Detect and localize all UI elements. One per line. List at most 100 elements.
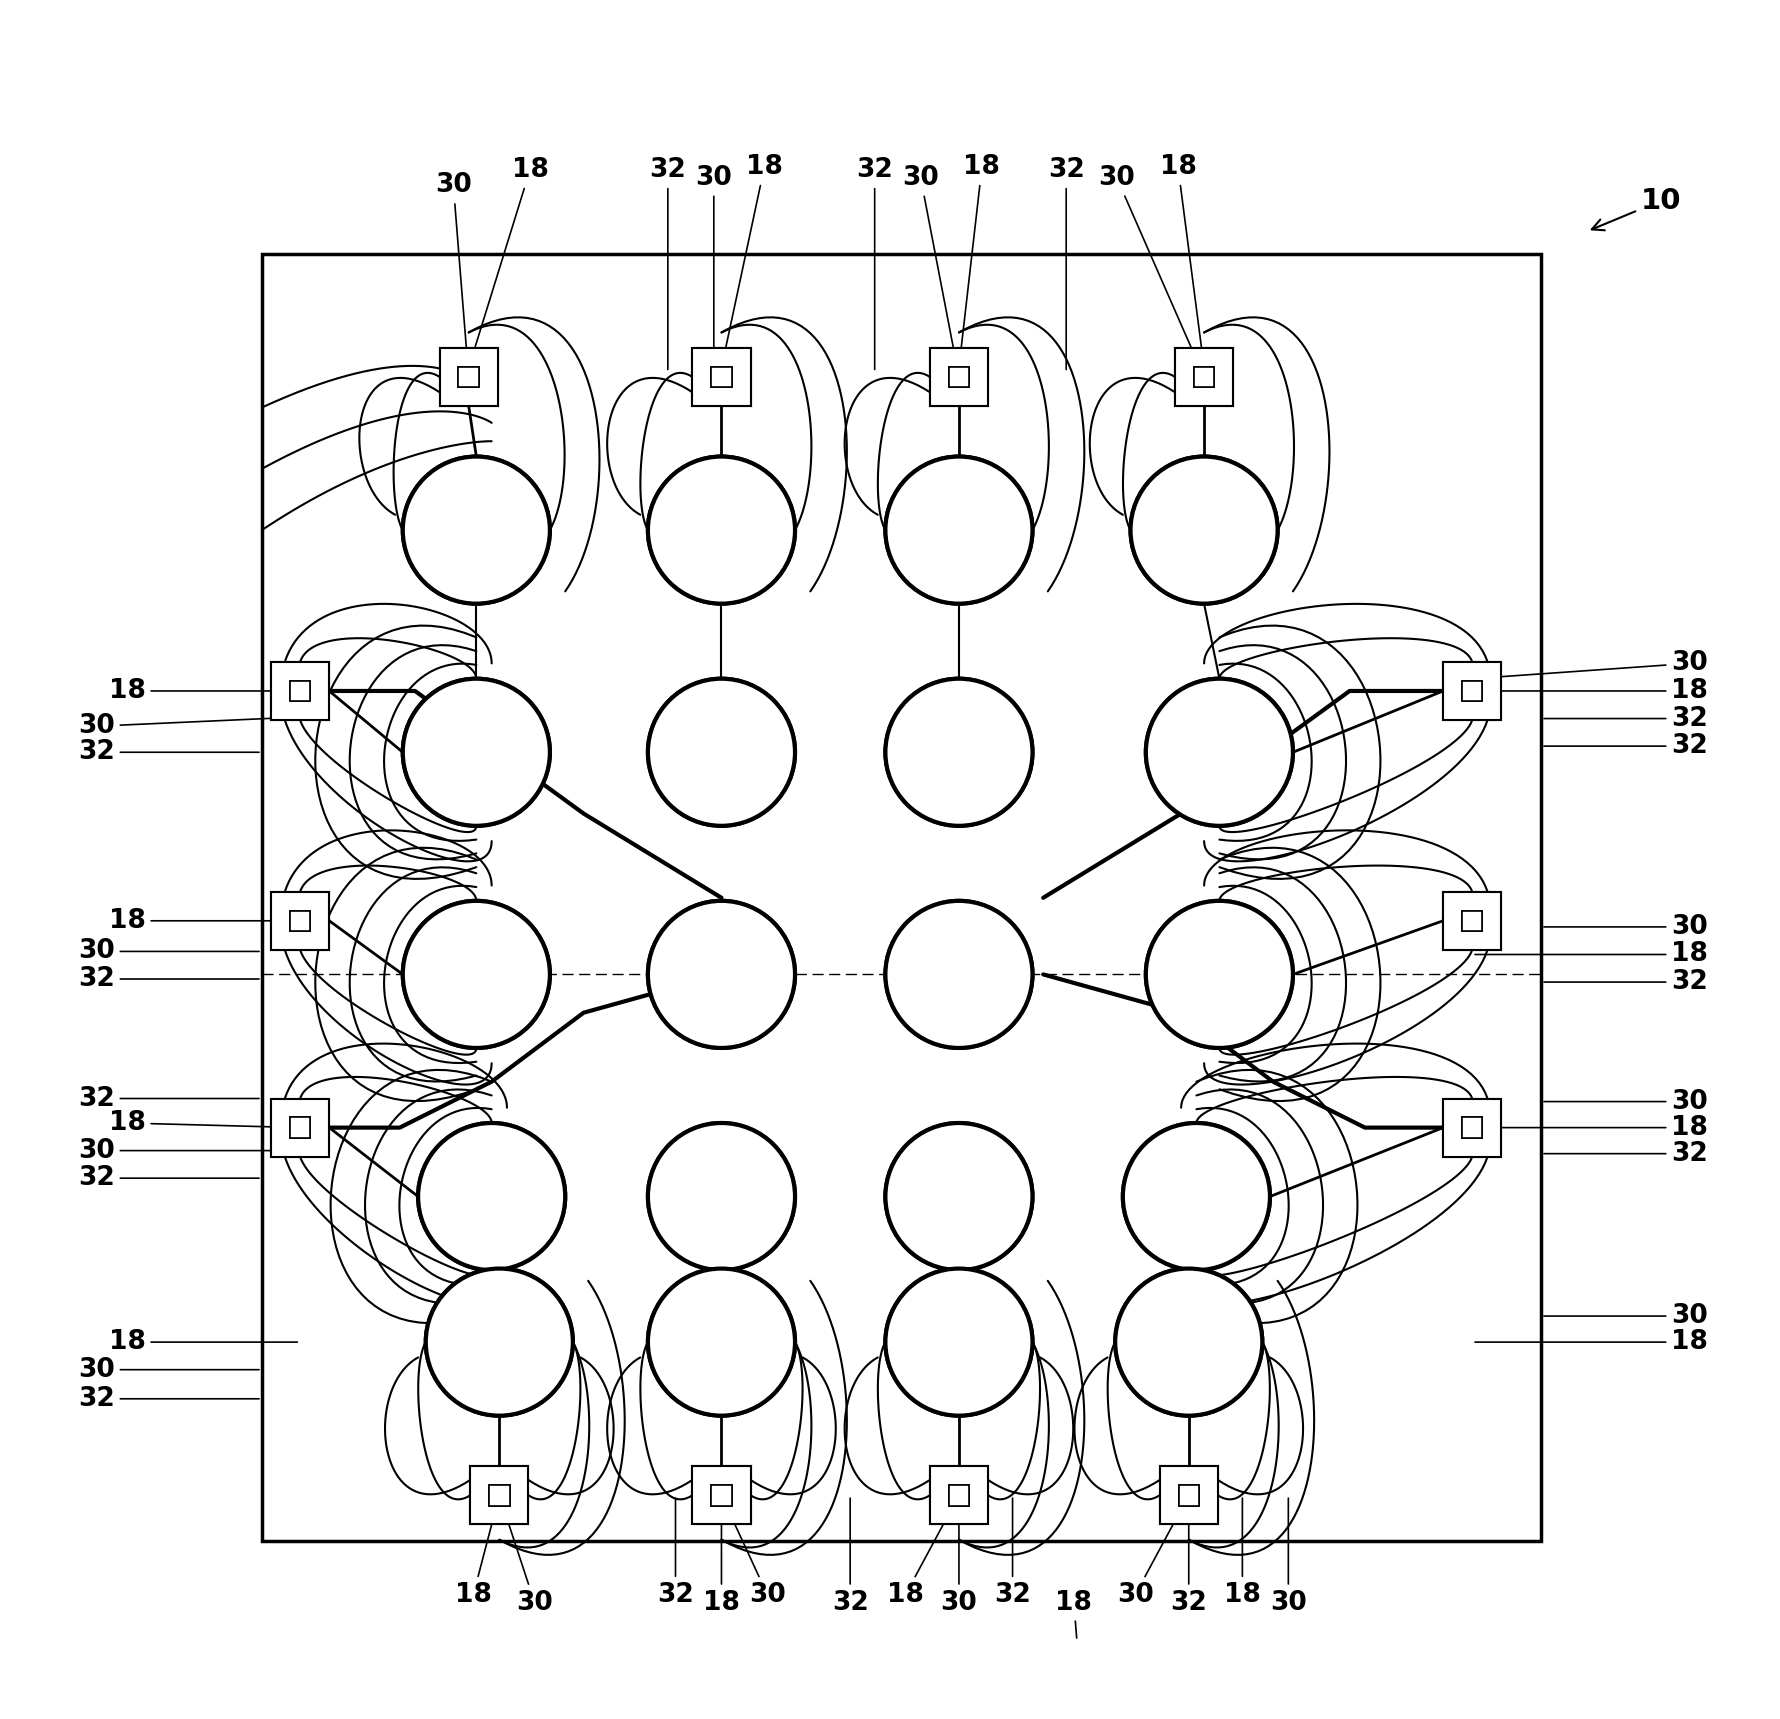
Circle shape — [885, 679, 1032, 825]
Text: 32: 32 — [657, 1497, 694, 1607]
Bar — [1444, 1098, 1501, 1157]
Text: 18: 18 — [1056, 1590, 1093, 1638]
Circle shape — [1146, 901, 1292, 1049]
Text: 32: 32 — [650, 156, 687, 370]
Text: 32: 32 — [78, 1165, 260, 1191]
Text: 30: 30 — [78, 713, 297, 739]
Bar — [1444, 892, 1501, 951]
Bar — [271, 1098, 329, 1157]
Text: 30: 30 — [78, 1356, 260, 1382]
Circle shape — [885, 1269, 1032, 1416]
Bar — [692, 347, 751, 406]
Circle shape — [648, 901, 796, 1049]
Bar — [1444, 892, 1501, 951]
Circle shape — [402, 457, 550, 603]
Text: 32: 32 — [1171, 1497, 1207, 1616]
Bar — [1178, 1485, 1200, 1506]
Bar — [1461, 911, 1483, 932]
Text: 30: 30 — [78, 939, 260, 964]
Text: 32: 32 — [1543, 732, 1709, 760]
Bar — [1194, 366, 1214, 387]
Bar — [1159, 1466, 1218, 1525]
Text: 32: 32 — [1543, 970, 1709, 995]
Bar — [929, 1466, 988, 1525]
Text: 32: 32 — [831, 1497, 869, 1616]
Text: 18: 18 — [1476, 1114, 1709, 1141]
Text: 30: 30 — [1098, 165, 1203, 375]
Bar — [459, 366, 479, 387]
Bar — [440, 347, 498, 406]
Text: 18: 18 — [1476, 1329, 1709, 1355]
Circle shape — [648, 457, 796, 603]
Text: 32: 32 — [1543, 705, 1709, 732]
Text: 30: 30 — [940, 1497, 977, 1616]
Circle shape — [402, 679, 550, 825]
Circle shape — [1146, 679, 1292, 825]
Circle shape — [885, 457, 1032, 603]
Circle shape — [885, 1269, 1032, 1416]
Bar — [459, 366, 479, 387]
Circle shape — [402, 457, 550, 603]
Text: 18: 18 — [1476, 942, 1709, 968]
Bar — [440, 347, 498, 406]
Bar — [712, 1485, 732, 1506]
Bar — [949, 366, 968, 387]
Circle shape — [885, 901, 1032, 1049]
Text: 18: 18 — [109, 908, 297, 933]
Bar — [949, 366, 968, 387]
Bar — [949, 1485, 968, 1506]
Text: 32: 32 — [995, 1497, 1031, 1607]
Bar — [929, 347, 988, 406]
Text: 32: 32 — [78, 1085, 260, 1112]
Bar — [290, 1117, 310, 1138]
Bar — [712, 366, 732, 387]
Text: 18: 18 — [456, 1497, 498, 1607]
Bar — [490, 1485, 509, 1506]
Bar — [1461, 681, 1483, 701]
Bar — [271, 892, 329, 951]
Bar — [1175, 347, 1234, 406]
Text: 30: 30 — [723, 1497, 785, 1607]
Text: 32: 32 — [1048, 156, 1084, 370]
Circle shape — [885, 901, 1032, 1049]
Bar — [290, 911, 310, 932]
Text: 30: 30 — [1476, 650, 1709, 679]
Text: 18: 18 — [886, 1497, 958, 1607]
Bar — [929, 347, 988, 406]
Circle shape — [648, 457, 796, 603]
Bar — [290, 681, 310, 701]
Text: 30: 30 — [434, 172, 472, 375]
Circle shape — [648, 1269, 796, 1416]
Circle shape — [648, 1123, 796, 1270]
Bar — [262, 254, 1541, 1542]
Bar — [1461, 681, 1483, 701]
Bar — [692, 347, 751, 406]
Circle shape — [1123, 1123, 1269, 1270]
Bar — [1175, 347, 1234, 406]
Text: 18: 18 — [109, 1110, 297, 1136]
Circle shape — [402, 901, 550, 1049]
Bar — [1178, 1485, 1200, 1506]
Bar — [1444, 662, 1501, 720]
Text: 32: 32 — [78, 1386, 260, 1411]
Text: 30: 30 — [902, 165, 958, 375]
Text: 18: 18 — [470, 156, 548, 364]
Text: 32: 32 — [1543, 1141, 1709, 1167]
Bar — [271, 1098, 329, 1157]
Text: 30: 30 — [1543, 1303, 1709, 1329]
Bar — [692, 1466, 751, 1525]
Text: 30: 30 — [78, 1138, 297, 1164]
Circle shape — [885, 1123, 1032, 1270]
Circle shape — [885, 457, 1032, 603]
Text: 30: 30 — [1269, 1497, 1307, 1616]
Text: 30: 30 — [1116, 1497, 1187, 1607]
Circle shape — [402, 901, 550, 1049]
Text: 32: 32 — [78, 966, 260, 992]
Text: 18: 18 — [1225, 1497, 1260, 1607]
Circle shape — [1146, 901, 1292, 1049]
Circle shape — [1123, 1123, 1269, 1270]
Bar — [1461, 911, 1483, 932]
Bar — [712, 1485, 732, 1506]
Circle shape — [648, 1269, 796, 1416]
Text: 18: 18 — [109, 677, 297, 705]
